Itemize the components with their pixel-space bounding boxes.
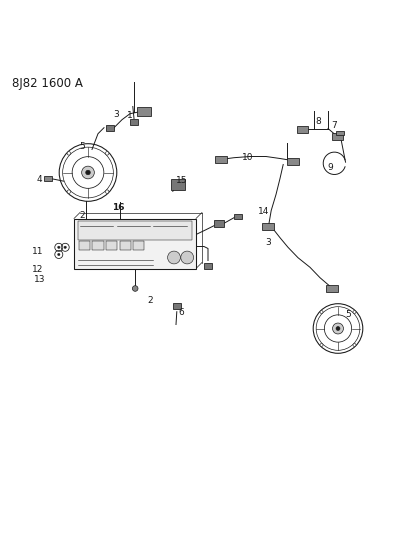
Bar xyxy=(74,219,196,269)
Bar xyxy=(79,241,90,249)
Circle shape xyxy=(320,311,323,313)
Bar xyxy=(171,179,185,190)
Bar xyxy=(332,133,343,140)
Text: 2: 2 xyxy=(79,211,85,220)
Circle shape xyxy=(168,251,180,264)
Text: 6: 6 xyxy=(178,308,184,317)
Circle shape xyxy=(353,311,356,313)
Bar xyxy=(287,158,299,165)
Bar xyxy=(106,125,114,131)
Text: 15: 15 xyxy=(176,176,188,185)
Text: 4: 4 xyxy=(36,175,42,184)
Text: 5: 5 xyxy=(79,142,85,151)
Bar xyxy=(234,214,242,219)
Bar xyxy=(214,220,224,227)
Circle shape xyxy=(332,323,344,334)
Circle shape xyxy=(67,190,70,193)
Circle shape xyxy=(67,151,70,155)
Bar xyxy=(133,241,144,249)
Bar xyxy=(130,118,138,125)
Circle shape xyxy=(106,190,109,193)
Bar xyxy=(215,156,227,163)
Circle shape xyxy=(132,286,138,292)
Circle shape xyxy=(58,246,60,248)
Circle shape xyxy=(82,166,94,179)
Text: 1: 1 xyxy=(127,111,133,120)
Circle shape xyxy=(353,343,356,346)
Bar xyxy=(326,285,338,292)
Bar xyxy=(297,126,308,133)
Text: 13: 13 xyxy=(34,275,46,284)
Text: 8: 8 xyxy=(315,117,321,126)
Text: 5: 5 xyxy=(345,310,351,319)
Bar xyxy=(92,241,104,249)
Circle shape xyxy=(64,246,66,248)
Text: 3: 3 xyxy=(113,110,119,119)
Circle shape xyxy=(58,253,60,256)
Text: 9: 9 xyxy=(327,163,333,172)
Text: 12: 12 xyxy=(32,265,44,274)
Circle shape xyxy=(181,251,194,264)
Text: 14: 14 xyxy=(258,207,270,216)
Bar xyxy=(137,107,151,116)
Bar xyxy=(336,131,344,135)
Circle shape xyxy=(106,151,109,155)
Text: 2: 2 xyxy=(147,296,153,305)
Bar xyxy=(44,176,52,181)
Text: 11: 11 xyxy=(32,247,44,256)
Circle shape xyxy=(86,170,90,175)
Circle shape xyxy=(320,343,323,346)
Bar xyxy=(204,262,212,269)
Bar xyxy=(262,223,274,230)
Bar xyxy=(106,241,117,249)
Text: 8J82 1600 A: 8J82 1600 A xyxy=(12,77,83,90)
Circle shape xyxy=(336,327,340,330)
Text: 10: 10 xyxy=(242,153,254,162)
Text: 3: 3 xyxy=(265,238,271,247)
Bar xyxy=(173,303,181,309)
Circle shape xyxy=(84,222,88,227)
Text: 16: 16 xyxy=(112,203,124,212)
Bar xyxy=(78,221,192,239)
Text: 7: 7 xyxy=(331,121,337,130)
Bar xyxy=(120,241,131,249)
